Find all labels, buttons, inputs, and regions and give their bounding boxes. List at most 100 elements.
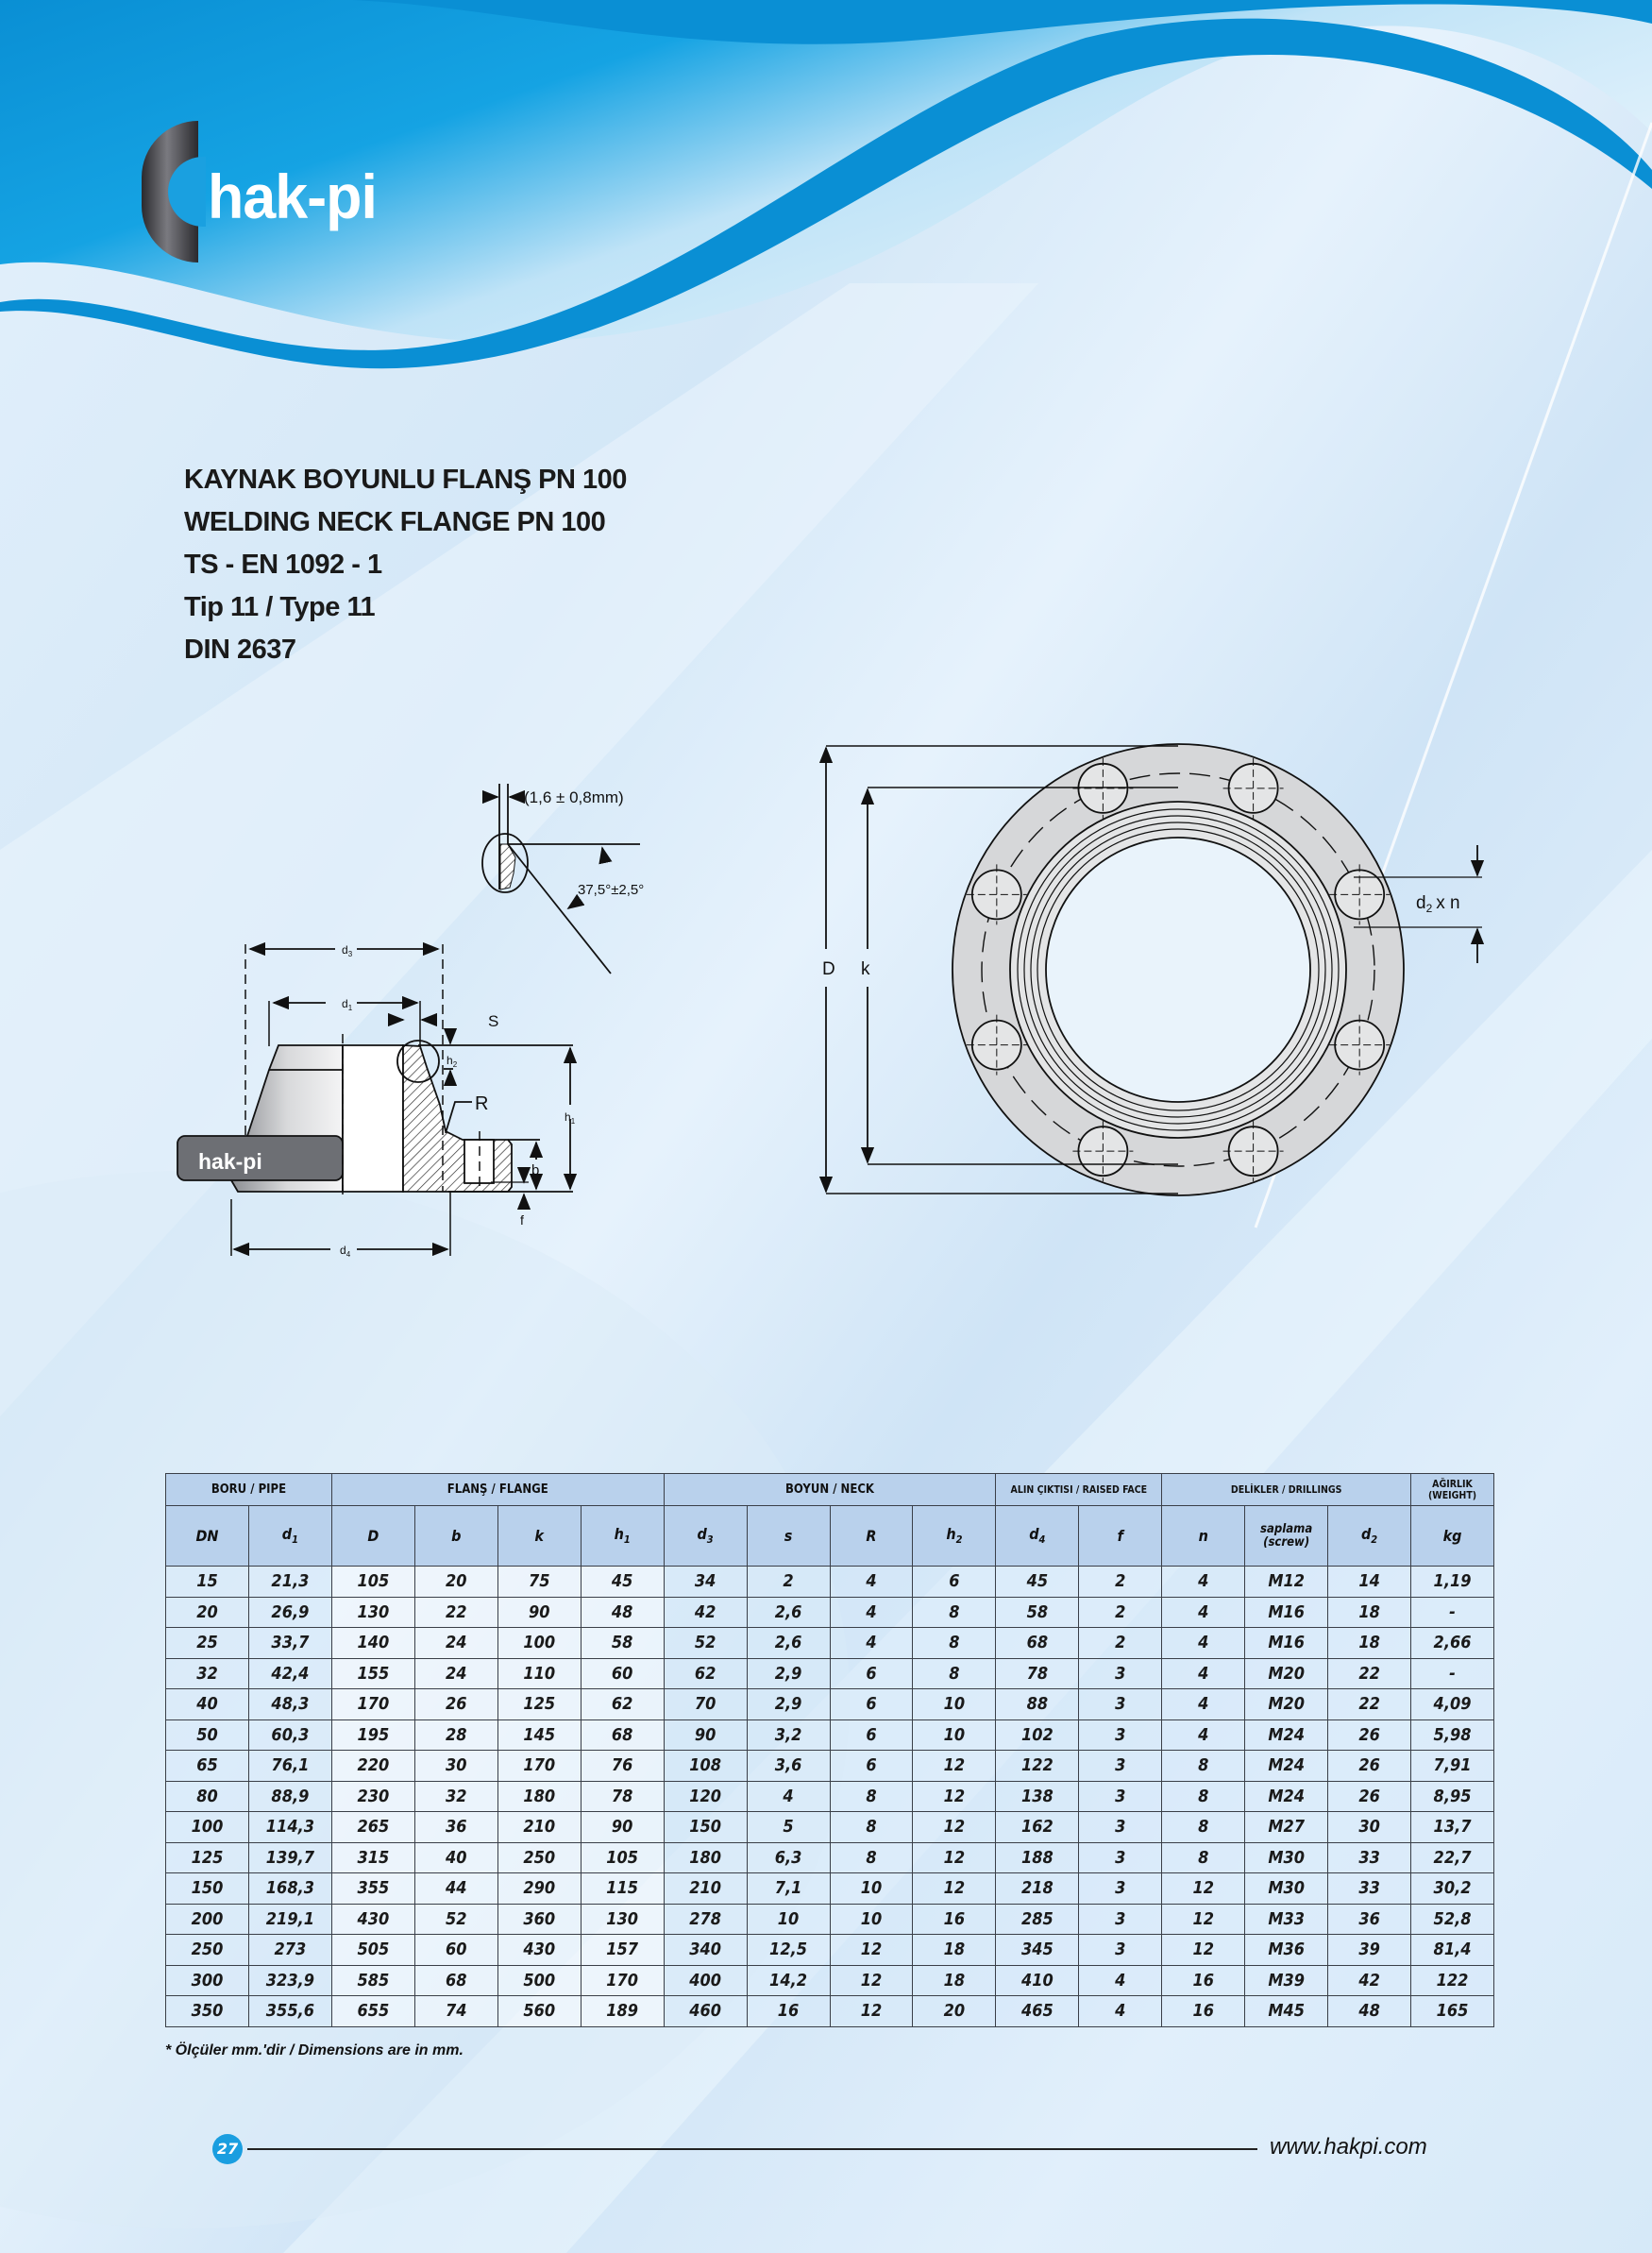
table-cell: 68 (580, 1719, 665, 1751)
table-cell: 8 (1161, 1811, 1246, 1843)
table-cell: 26 (1327, 1780, 1412, 1812)
table-cell: 115 (580, 1872, 665, 1905)
column-header-subscript: 4 (1038, 1533, 1046, 1547)
table-cell: 40 (413, 1841, 498, 1873)
table-cell: 24 (413, 1627, 498, 1659)
table-cell: 18 (912, 1964, 997, 1996)
table-cell: 188 (995, 1841, 1080, 1873)
table-cell: 22 (1327, 1688, 1412, 1720)
column-header-label: k (534, 1527, 544, 1545)
table-cell: 110 (497, 1657, 582, 1689)
flange-technical-drawing: hak-pi d3 d1 d4 h1 h2 S R b f (1,6 ± 0,8… (177, 743, 1485, 1259)
column-header-label: f (1117, 1527, 1123, 1545)
table-cell: 12 (829, 1964, 914, 1996)
table-cell: M20 (1244, 1688, 1329, 1720)
table-cell: 12 (1161, 1934, 1246, 1966)
label-d1: d1 (342, 997, 353, 1012)
table-cell: 80 (165, 1780, 249, 1812)
table-row: 40 48,3 170 26 125 62 70 2,9 6 10 88 3 4 M20 22 4,09 (165, 1688, 1494, 1720)
table-cell: 68 (413, 1964, 498, 1996)
table-cell: 4 (1161, 1627, 1246, 1659)
table-cell: 2,66 (1410, 1627, 1494, 1659)
column-header-label: d (281, 1525, 293, 1544)
table-cell: 58 (580, 1627, 665, 1659)
column-header: k (497, 1505, 582, 1567)
label-bolt-holes: d2 x n (1416, 893, 1460, 915)
table-cell: 250 (165, 1934, 249, 1966)
table-cell: 1,19 (1410, 1566, 1494, 1598)
table-cell: 2,6 (746, 1596, 831, 1628)
table-cell: 48,3 (247, 1688, 332, 1720)
table-row: 20 26,9 130 22 90 48 42 2,6 4 8 58 2 4 M16 18- (165, 1596, 1494, 1628)
table-cell: 210 (497, 1811, 582, 1843)
table-cell: 16 (1161, 1964, 1246, 1996)
table-cell: 18 (912, 1934, 997, 1966)
table-cell: 88,9 (247, 1780, 332, 1812)
table-cell: 505 (330, 1934, 415, 1966)
table-cell: 350 (165, 1995, 249, 2027)
table-cell: 130 (330, 1596, 415, 1628)
website-link[interactable]: www.hakpi.com (1270, 2134, 1427, 2160)
table-group-header: BORU / PIPE FLANŞ / FLANGE BOYUN / NECK ALI… (165, 1473, 1494, 1506)
column-header-label: saplama (screw) (1260, 1521, 1313, 1550)
dimensions-table: BORU / PIPE FLANŞ / FLANGE BOYUN / NECK ALI… (165, 1473, 1494, 2027)
table-cell: 12 (912, 1872, 997, 1905)
table-cell: 500 (497, 1964, 582, 1996)
table-cell: 114,3 (247, 1811, 332, 1843)
table-cell: 18 (1327, 1596, 1412, 1628)
gap-tolerance-label: (1,6 ± 0,8mm) (524, 788, 624, 806)
table-cell: 5,98 (1410, 1719, 1494, 1751)
table-cell: 273 (247, 1934, 332, 1966)
table-cell: 21,3 (247, 1566, 332, 1598)
table-cell: 62 (580, 1688, 665, 1720)
table-row: 125 139,7 315 40 250 105 180 6,3 8 12 188 3 8 M30 33 22… (165, 1841, 1494, 1873)
table-cell: 2 (1078, 1627, 1163, 1659)
column-header-label: DN (195, 1527, 219, 1545)
table-cell: 22 (1327, 1657, 1412, 1689)
table-cell: 74 (413, 1995, 498, 2027)
table-row: 250 273 505 60 430 157 340 12,5 12 18 345 3 12 M36 39 8… (165, 1934, 1494, 1966)
table-cell: 5 (746, 1811, 831, 1843)
table-cell: 2,6 (746, 1627, 831, 1659)
table-cell: 139,7 (247, 1841, 332, 1873)
table-cell: 360 (497, 1903, 582, 1935)
column-header-label: n (1198, 1527, 1208, 1545)
table-cell: 16 (912, 1903, 997, 1935)
table-cell: 125 (165, 1841, 249, 1873)
table-cell: 42 (1327, 1964, 1412, 1996)
table-cell: 22 (413, 1596, 498, 1628)
table-cell: 33 (1327, 1872, 1412, 1905)
column-header: saplama (screw) (1244, 1505, 1329, 1567)
table-cell: 3 (1078, 1657, 1163, 1689)
table-cell: 45 (995, 1566, 1080, 1598)
table-cell: 145 (497, 1719, 582, 1751)
table-cell: 560 (497, 1995, 582, 2027)
table-cell: 2 (746, 1566, 831, 1598)
bolt-hole (1072, 757, 1134, 819)
column-header-subscript: 1 (623, 1533, 631, 1547)
table-cell: 7,91 (1410, 1750, 1494, 1782)
table-cell: 219,1 (247, 1903, 332, 1935)
table-cell: 8 (1161, 1780, 1246, 1812)
footer-divider (247, 2148, 1257, 2150)
table-cell: 4 (1161, 1566, 1246, 1598)
type-label: Tip 11 / Type 11 (184, 592, 376, 622)
table-cell: M16 (1244, 1596, 1329, 1628)
table-cell: 3 (1078, 1903, 1163, 1935)
table-cell: 10 (912, 1719, 997, 1751)
column-header-label: kg (1442, 1527, 1462, 1545)
table-cell: 170 (330, 1688, 415, 1720)
table-cell: 10 (829, 1872, 914, 1905)
table-cell: 78 (580, 1780, 665, 1812)
table-cell: 33,7 (247, 1627, 332, 1659)
table-cell: M33 (1244, 1903, 1329, 1935)
logo-elbow-icon (142, 121, 206, 263)
table-row: 80 88,9 230 32 180 78 120 4 8 12 138 3 8 M24 26 8,95 (165, 1780, 1494, 1812)
table-cell: 60,3 (247, 1719, 332, 1751)
table-cell: 4,09 (1410, 1688, 1494, 1720)
table-cell: 2,9 (746, 1657, 831, 1689)
table-cell: - (1410, 1596, 1494, 1628)
table-cell: 60 (413, 1934, 498, 1966)
column-header-subscript: 3 (706, 1533, 714, 1547)
table-cell: M36 (1244, 1934, 1329, 1966)
